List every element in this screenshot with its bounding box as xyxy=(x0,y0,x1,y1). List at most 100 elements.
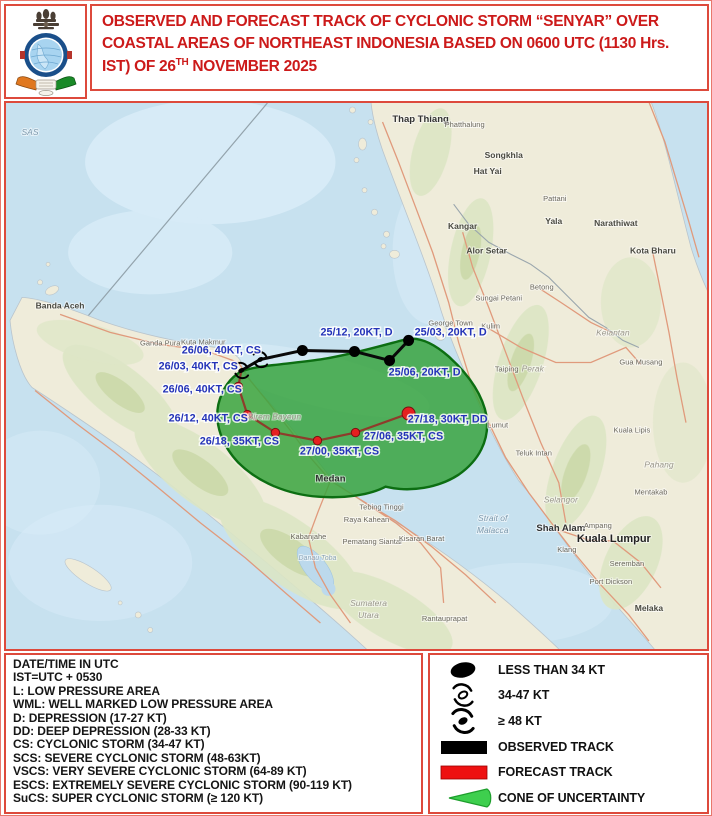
map-place-label: Strait of xyxy=(478,513,509,523)
map-place-label: Raya Kahean xyxy=(344,515,389,524)
map-place-label: Ampang xyxy=(584,521,612,530)
track-point-label: 27/00, 35KT, CS xyxy=(300,446,379,458)
map-place-label: Ganda Pura xyxy=(140,338,181,347)
bar-black-icon xyxy=(434,734,498,760)
track-point-label: 26/03, 40KT, CS xyxy=(159,360,238,372)
cone-of-uncertainty-swatch xyxy=(448,788,492,808)
legend-symbol-row: 34-47 KT xyxy=(434,683,703,709)
track-point-label: 26/12, 40KT, CS xyxy=(169,413,248,425)
observed-point xyxy=(348,345,361,357)
map-place-label: Alor Setar xyxy=(466,245,507,255)
legend-definition-line: SuCS: SUPER CYCLONIC STORM (≥ 120 KT) xyxy=(13,791,264,806)
map-place-label: Sungai Petani xyxy=(475,293,522,302)
legend-definitions: DATE/TIME IN UTC IST=UTC + 0530 L: LOW PRE… xyxy=(4,653,423,814)
map-place-label: Teluk Intan xyxy=(516,449,552,458)
map-place-label: Pattani xyxy=(543,194,567,203)
ellipse-icon xyxy=(434,657,498,683)
map-place-label: Kuala Lumpur xyxy=(577,533,652,545)
map-place-label: Mentakab xyxy=(634,488,667,497)
map-place-label: Phatthalung xyxy=(445,120,485,129)
map-place-label: Songkhla xyxy=(485,150,524,160)
legend-symbol-row: CONE OF UNCERTAINTY xyxy=(434,785,703,811)
legend-symbol-label: 34-47 KT xyxy=(498,688,550,703)
title-line-1: OBSERVED AND FORECAST TRACK OF CYCLONIC … xyxy=(102,13,659,30)
forecast-point xyxy=(401,406,416,421)
map-place-label: George Town xyxy=(428,318,472,327)
cyclone-symbol-icon xyxy=(252,350,269,369)
forecast-point xyxy=(242,409,253,420)
legend-symbol-row: LESS THAN 34 KT xyxy=(434,657,703,683)
map-place-label: Kabanjahe xyxy=(290,532,326,541)
map-place-label: Thap Thiang xyxy=(392,114,449,125)
track-point-label: 27/18, 30KT, DD xyxy=(408,414,488,426)
map-place-label: Selangor xyxy=(544,495,579,505)
bar-red-icon xyxy=(434,759,498,785)
legend-symbol-label: ≥ 48 KT xyxy=(498,713,542,728)
title-line-3: IST) OF 26TH NOVEMBER 2025 xyxy=(102,56,317,76)
map-place-label: Birem Bayeun xyxy=(248,412,302,422)
observed-point xyxy=(296,344,308,356)
legend-symbol-row: OBSERVED TRACK xyxy=(434,734,703,760)
track-map: SAS Banda Aceh Ganda Pura Kuta Makmur Birem … xyxy=(6,103,707,649)
map-place-label: Pahang xyxy=(644,460,674,470)
legend-symbol-label: CONE OF UNCERTAINTY xyxy=(498,790,646,805)
legend-definition-line: DD: DEEP DEPRESSION (28-33 KT) xyxy=(13,724,211,739)
legend-symbols: LESS THAN 34 KT 34-47 KT ≥ 48 KT OBSERVED T… xyxy=(428,653,709,814)
legend-symbol-row: FORECAST TRACK xyxy=(434,759,703,785)
map-place-label: Port Dickson xyxy=(590,577,633,586)
track-point-label: 25/12, 20KT, D xyxy=(320,326,392,338)
track-layer xyxy=(233,334,416,446)
legend-symbol-label: OBSERVED TRACK xyxy=(498,739,614,754)
legend-symbol-label: FORECAST TRACK xyxy=(498,765,613,780)
track-point-label: 26/18, 35KT, CS xyxy=(200,436,279,448)
map-place-label: Danau Toba xyxy=(299,555,337,562)
forecast-point xyxy=(312,435,323,446)
map-place-label: Medan xyxy=(315,474,345,485)
legend-definition-line: D: DEPRESSION (17-27 KT) xyxy=(13,710,167,725)
map-place-label: Yala xyxy=(545,216,562,226)
cone-of-uncertainty xyxy=(216,337,489,499)
map-place-label: Kuala Lipis xyxy=(614,426,651,435)
cyclone-filled-icon xyxy=(434,708,498,734)
observed-point xyxy=(384,354,396,366)
imd-emblem-icon xyxy=(15,8,76,96)
cyclone-open-glyph xyxy=(452,683,474,708)
maritime-boundary xyxy=(79,103,268,326)
cyclone-open-icon xyxy=(452,683,474,708)
track-point-label: 26/06, 40KT, CS xyxy=(182,344,261,356)
map-place-label: Pematang Siantar xyxy=(343,537,404,546)
map-place-label: Betong xyxy=(530,282,554,291)
observed-point xyxy=(403,334,415,346)
cyclone-filled-icon xyxy=(451,708,475,734)
map-place-label: Narathiwat xyxy=(594,218,638,228)
forecast-point xyxy=(270,427,281,438)
map-place-label: Klang xyxy=(557,545,576,554)
legend-symbol-row: ≥ 48 KT xyxy=(434,708,703,734)
legend-definition-line: ESCS: EXTREMELY SEVERE CYCLONIC STORM (9… xyxy=(13,777,352,792)
map-place-label: Kota Bharu xyxy=(630,245,676,255)
track-point-label: 27/06, 35KT, CS xyxy=(364,431,443,443)
forecast-point xyxy=(350,427,361,438)
map-place-label: Seremban xyxy=(610,559,645,568)
map-place-label: Kangar xyxy=(448,221,478,231)
map-place-label: Sumatera xyxy=(350,598,387,608)
cone-icon xyxy=(434,785,498,811)
forecast-point xyxy=(233,381,244,392)
legend-symbol-label: LESS THAN 34 KT xyxy=(498,662,605,677)
cyclone-filled-glyph xyxy=(451,708,475,734)
map-place-label: Kulim xyxy=(481,321,500,330)
map-place-label: Lumut xyxy=(487,421,509,430)
track-point-label: 25/06, 20KT, D xyxy=(389,366,461,378)
observed-track-swatch xyxy=(441,740,487,754)
map-place-label: Kelantan xyxy=(596,327,630,337)
imd-logo xyxy=(4,4,87,99)
legend-definition-line: WML: WELL MARKED LOW PRESSURE AREA xyxy=(13,697,273,712)
map-place-label: Utara xyxy=(358,610,379,620)
legend-definition-line: DATE/TIME IN UTC xyxy=(13,657,119,671)
legend-definition-line: VSCS: VERY SEVERE CYCLONIC STORM (64-89 … xyxy=(13,764,307,779)
map-place-label: Banda Aceh xyxy=(36,300,85,310)
map-place-label: SAS xyxy=(22,127,39,137)
legend-definition-line: SCS: SEVERE CYCLONIC STORM (48-63KT) xyxy=(13,750,261,765)
track-point-label: 25/03, 20KT, D xyxy=(415,326,487,338)
